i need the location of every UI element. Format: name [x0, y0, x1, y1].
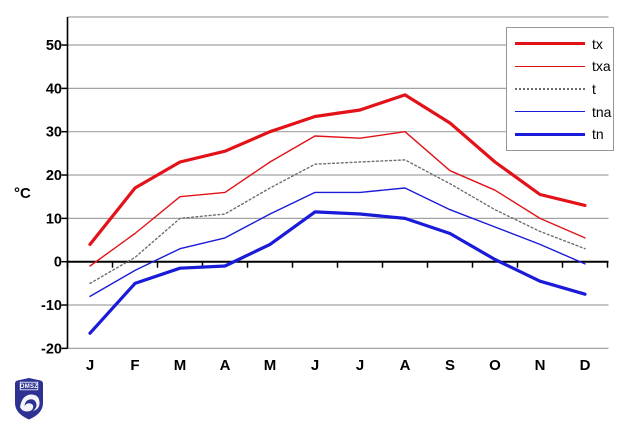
omsz-logo-text: OMSZ	[20, 384, 38, 390]
series-line-tn	[88, 210, 587, 335]
x-tick-label-0: J	[86, 357, 94, 374]
y-tick-label: 10	[46, 211, 62, 227]
x-tick-label-10: N	[535, 357, 546, 374]
x-tick-label-4: M	[264, 357, 277, 374]
legend-line-sample	[515, 111, 585, 113]
y-tick-label: 50	[46, 38, 62, 54]
legend-line-sample	[515, 42, 585, 46]
y-axis-unit-label: °C	[14, 185, 31, 202]
y-tick-label: 20	[46, 168, 62, 184]
legend-label: t	[592, 80, 596, 97]
legend-label: tx	[592, 35, 603, 52]
legend-item-tx: tx	[507, 37, 613, 51]
legend-label: txa	[592, 58, 611, 75]
x-tick-label-11: D	[580, 357, 591, 374]
legend-line-sample	[515, 87, 585, 90]
x-tick-label-9: O	[489, 357, 501, 374]
legend-item-txa: txa	[507, 59, 613, 73]
legend-line-sample	[515, 132, 585, 136]
omsz-text-frame	[19, 381, 39, 391]
x-tick-label-1: F	[130, 357, 139, 374]
y-tick-label: 0	[54, 255, 62, 271]
legend-item-tna: tna	[507, 105, 613, 119]
x-tick-label-7: A	[400, 357, 411, 374]
series-line-t	[89, 159, 586, 285]
x-tick-label-6: J	[356, 357, 364, 374]
legend-line-sample	[515, 65, 585, 67]
y-tick-label: -20	[41, 341, 62, 357]
series-line-tna	[89, 187, 586, 298]
legend-label: tn	[592, 126, 604, 143]
x-tick-label-8: S	[445, 357, 455, 374]
x-tick-label-3: A	[220, 357, 231, 374]
x-tick-label-5: J	[311, 357, 319, 374]
series-line-tx	[88, 93, 587, 246]
series-line-txa	[89, 130, 586, 267]
x-tick-label-2: M	[174, 357, 187, 374]
y-tick-label: 40	[46, 81, 62, 97]
legend-item-tn: tn	[507, 127, 613, 141]
omsz-wave-icon	[20, 394, 40, 412]
legend: tx txa t tna tn	[506, 27, 614, 151]
legend-label: tna	[592, 103, 612, 120]
legend-item-t: t	[507, 82, 613, 96]
y-tick-label: 30	[46, 125, 62, 141]
y-tick-label: -10	[41, 298, 62, 314]
omsz-logo: OMSZ	[14, 377, 44, 421]
